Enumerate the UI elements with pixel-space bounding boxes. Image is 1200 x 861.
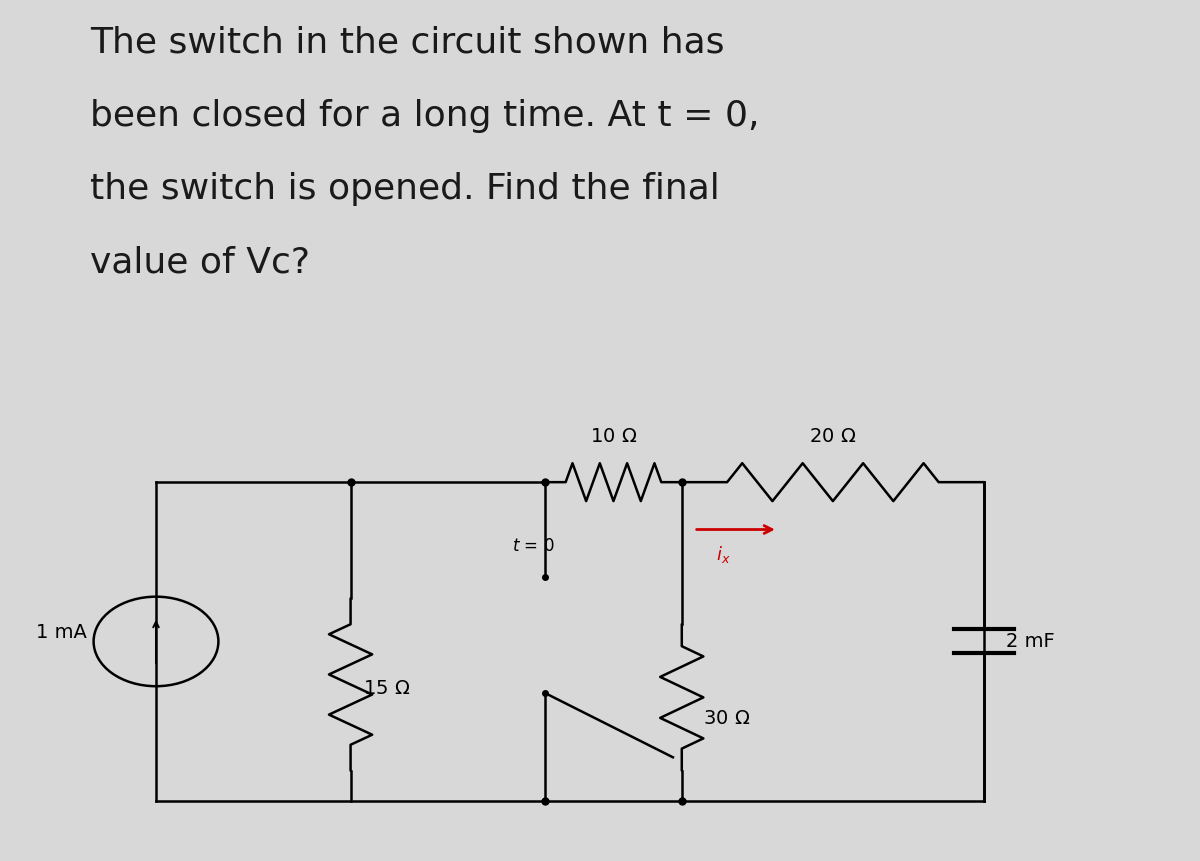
Text: 30 $\Omega$: 30 $\Omega$ xyxy=(703,709,750,728)
Text: $i_x$: $i_x$ xyxy=(716,543,731,565)
Text: value of Vc?: value of Vc? xyxy=(90,245,310,279)
Text: The switch in the circuit shown has: The switch in the circuit shown has xyxy=(90,26,725,59)
Text: been closed for a long time. At t = 0,: been closed for a long time. At t = 0, xyxy=(90,99,760,133)
Text: $t$ = 0: $t$ = 0 xyxy=(512,537,554,555)
Text: the switch is opened. Find the final: the switch is opened. Find the final xyxy=(90,172,720,206)
Text: 15 $\Omega$: 15 $\Omega$ xyxy=(362,679,409,698)
Text: 10 $\Omega$: 10 $\Omega$ xyxy=(590,427,637,446)
Text: 1 mA: 1 mA xyxy=(36,623,86,642)
Text: 2 mF: 2 mF xyxy=(1006,632,1055,651)
Text: 20 $\Omega$: 20 $\Omega$ xyxy=(809,427,857,446)
